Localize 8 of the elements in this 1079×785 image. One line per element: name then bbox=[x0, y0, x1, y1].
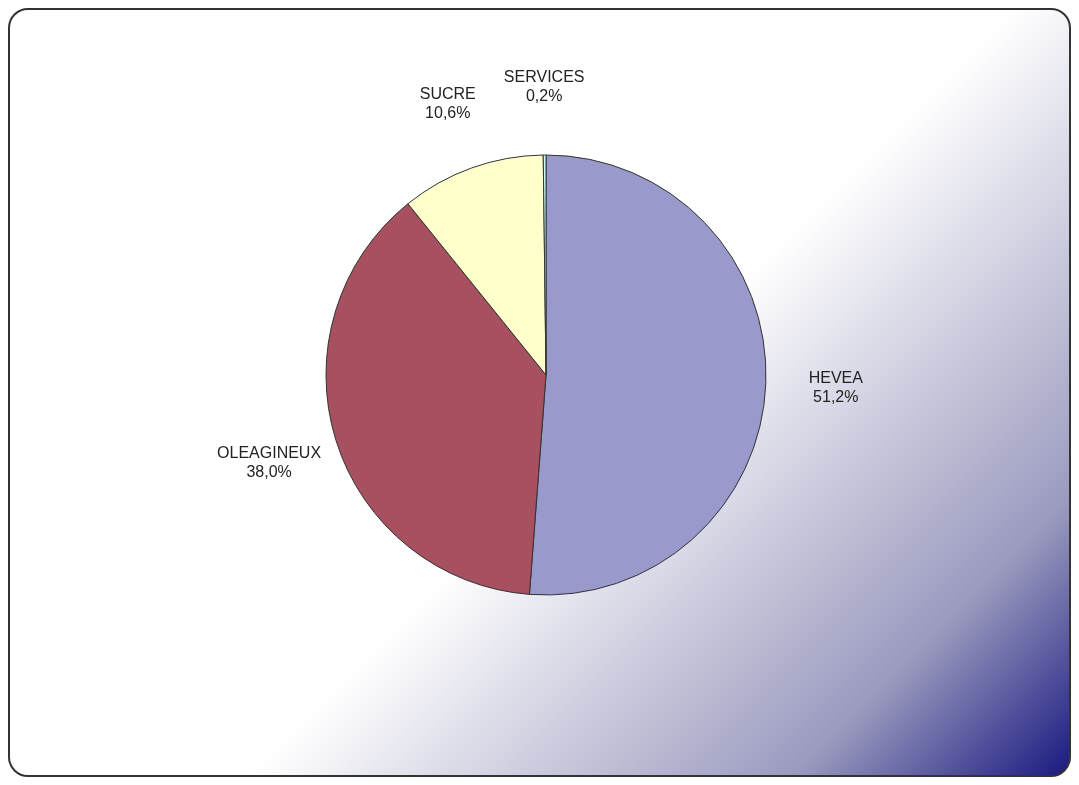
data-label: 38,0% bbox=[246, 463, 292, 481]
slice-label: SUCRE bbox=[419, 84, 476, 102]
slice-label: SERVICES bbox=[503, 67, 585, 85]
slice-label: OLEAGINEUX bbox=[217, 443, 322, 461]
data-label: 10,6% bbox=[425, 104, 471, 122]
slice-label: HEVEA bbox=[808, 368, 864, 386]
data-label: 0,2% bbox=[525, 87, 563, 105]
data-label: 51,2% bbox=[813, 387, 859, 405]
